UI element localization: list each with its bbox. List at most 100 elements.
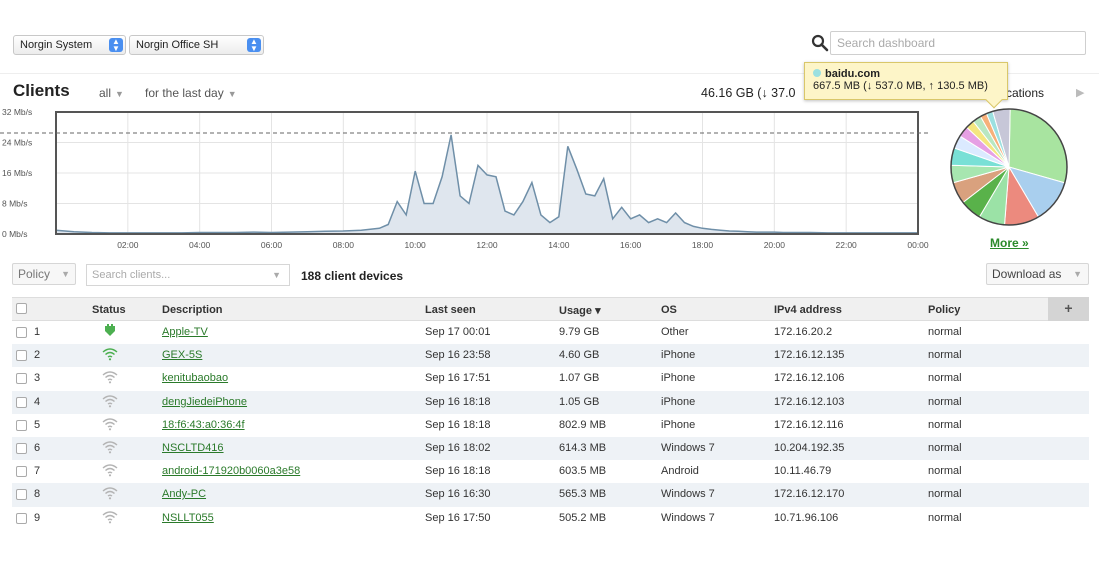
- last-seen: Sep 16 18:18: [425, 418, 491, 431]
- ipv4-address: 172.16.12.106: [774, 372, 845, 385]
- x-tick-label: 18:00: [692, 240, 714, 250]
- row-checkbox[interactable]: [16, 396, 27, 408]
- usage-line: [55, 134, 918, 234]
- row-checkbox[interactable]: [16, 512, 27, 524]
- policy: normal: [928, 395, 962, 408]
- x-tick-label: 14:00: [548, 240, 570, 250]
- client-description-link[interactable]: android-171920b0060a3e58: [162, 465, 301, 478]
- row-checkbox[interactable]: [16, 419, 27, 431]
- tooltip-detail: 667.5 MB (↓ 537.0 MB, ↑ 130.5 MB): [813, 80, 988, 92]
- column-description[interactable]: Description: [162, 304, 223, 316]
- client-description-link[interactable]: 18:f6:43:a0:36:4f: [162, 418, 245, 431]
- client-description-link[interactable]: NSCLTD416: [162, 441, 224, 454]
- chevron-right-icon[interactable]: ▶: [1076, 87, 1085, 99]
- search-clients-input[interactable]: Search clients... ▼: [86, 264, 290, 286]
- ipv4-address: 10.11.46.79: [774, 465, 832, 478]
- table-row[interactable]: 4 dengJiedeiPhone Sep 16 18:18 1.05 GB iPhon…: [12, 390, 1089, 414]
- policy-dropdown[interactable]: Policy ▼: [12, 263, 76, 285]
- x-tick-label: 20:00: [764, 240, 786, 250]
- x-tick-label: 08:00: [333, 240, 355, 250]
- os: iPhone: [661, 349, 696, 362]
- row-number: 3: [34, 372, 41, 385]
- policy: normal: [928, 326, 962, 338]
- row-checkbox[interactable]: [16, 350, 27, 362]
- select-all-checkbox[interactable]: [16, 303, 27, 314]
- policy: normal: [928, 418, 962, 431]
- last-seen: Sep 16 18:18: [425, 395, 491, 408]
- table-row[interactable]: 5 18:f6:43:a0:36:4f Sep 16 18:18 802.9 MB iP…: [12, 414, 1089, 437]
- column-ipv4[interactable]: IPv4 address: [774, 304, 842, 316]
- x-tick-label: 04:00: [189, 240, 211, 250]
- client-description-link[interactable]: Andy-PC: [162, 488, 207, 501]
- applications-pie-chart[interactable]: [944, 106, 1076, 230]
- row-number: 8: [34, 488, 41, 501]
- wifi-offline-icon: [102, 440, 118, 454]
- client-description-link[interactable]: Apple-TV: [162, 326, 208, 338]
- table-row[interactable]: 7 android-171920b0060a3e58 Sep 16 18:18 603…: [12, 460, 1089, 483]
- wifi-online-icon: [102, 347, 118, 361]
- network-select-value: Norgin Office SH: [136, 39, 219, 51]
- x-tick-label: 22:00: [836, 240, 858, 250]
- client-description-link[interactable]: GEX-5S: [162, 349, 203, 362]
- chevron-down-icon: ▼: [272, 270, 281, 280]
- row-checkbox[interactable]: [16, 327, 27, 338]
- wired-status-icon: [102, 324, 118, 338]
- row-checkbox[interactable]: [16, 373, 27, 385]
- organization-select[interactable]: Norgin System ▲ ▼: [13, 35, 126, 55]
- column-status[interactable]: Status: [92, 304, 126, 316]
- table-row[interactable]: 2 GEX-5S Sep 16 23:58 4.60 GB iPhone 172.16.1…: [12, 344, 1089, 368]
- client-description-link[interactable]: kenitubaobao: [162, 372, 229, 385]
- table-row[interactable]: 9 NSLLT055 Sep 16 17:50 505.2 MB Windows 7 10…: [12, 507, 1089, 530]
- pie-outline: [950, 108, 1068, 226]
- os: iPhone: [661, 395, 696, 408]
- download-as-dropdown[interactable]: Download as ▼: [986, 263, 1089, 285]
- table-row[interactable]: 8 Andy-PC Sep 16 16:30 565.3 MB Windows 7 172…: [12, 483, 1089, 507]
- row-checkbox[interactable]: [16, 442, 27, 454]
- usage: 802.9 MB: [559, 418, 607, 431]
- table-row[interactable]: 3 kenitubaobao Sep 16 17:51 1.07 GB iPhone 17…: [12, 367, 1089, 390]
- client-description-link[interactable]: dengJiedeiPhone: [162, 395, 248, 408]
- os: iPhone: [661, 372, 696, 385]
- usage: 614.3 MB: [559, 441, 607, 454]
- row-number: 6: [34, 441, 41, 454]
- column-policy[interactable]: Policy: [928, 304, 961, 316]
- wifi-offline-icon: [102, 510, 118, 524]
- usage: 1.07 GB: [559, 372, 600, 385]
- search-icon: [811, 34, 829, 52]
- device-count: 188 client devices: [301, 269, 404, 283]
- last-seen: Sep 16 17:51: [425, 372, 491, 385]
- search-clients-placeholder: Search clients...: [92, 269, 171, 281]
- ipv4-address: 10.204.192.35: [774, 441, 845, 454]
- column-usage[interactable]: Usage ▾: [559, 305, 601, 317]
- policy-dropdown-label: Policy: [18, 267, 51, 281]
- pie-tooltip: baidu.com 667.5 MB (↓ 537.0 MB, ↑ 130.5 …: [804, 62, 1008, 109]
- add-column-button[interactable]: +: [1048, 297, 1089, 321]
- wifi-offline-icon: [102, 463, 118, 477]
- table-row[interactable]: 6 NSCLTD416 Sep 16 18:02 614.3 MB Windows 7 1…: [12, 436, 1089, 461]
- column-last-seen[interactable]: Last seen: [425, 304, 476, 316]
- table-row[interactable]: 1 Apple-TV Sep 17 00:01 9.79 GB Other 172.16.…: [12, 321, 1089, 344]
- row-checkbox[interactable]: [16, 466, 27, 478]
- applications-label: cations: [1006, 86, 1045, 100]
- more-applications-link[interactable]: More »: [990, 236, 1029, 250]
- policy: normal: [928, 349, 962, 362]
- dashboard-search-input[interactable]: [830, 31, 1086, 55]
- clients-title: Clients: [13, 81, 70, 100]
- filter-all-dropdown[interactable]: all ▼: [99, 86, 124, 100]
- row-checkbox[interactable]: [16, 489, 27, 501]
- row-number: 9: [34, 511, 41, 524]
- network-select[interactable]: Norgin Office SH ▲ ▼: [129, 35, 264, 55]
- column-os[interactable]: OS: [661, 304, 677, 316]
- os: Android: [661, 465, 699, 478]
- x-tick-label: 02:00: [117, 240, 139, 250]
- select-arrows-icon: ▲ ▼: [247, 38, 261, 53]
- last-seen: Sep 16 23:58: [425, 349, 491, 362]
- client-description-link[interactable]: NSLLT055: [162, 511, 214, 524]
- policy: normal: [928, 465, 962, 478]
- os: Windows 7: [661, 511, 715, 524]
- x-tick-label: 12:00: [476, 240, 498, 250]
- chevron-down-icon: ▼: [227, 89, 237, 99]
- chevron-down-icon: ▼: [61, 269, 70, 279]
- filter-time-dropdown[interactable]: for the last day ▼: [145, 86, 237, 100]
- x-tick-label: 00:00: [907, 240, 929, 250]
